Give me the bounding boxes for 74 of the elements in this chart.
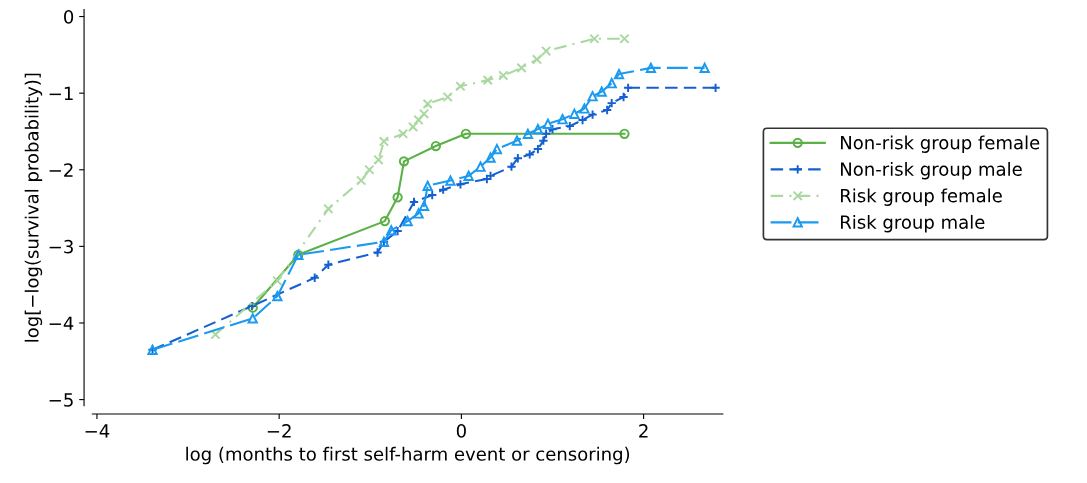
point — [422, 98, 433, 110]
point — [619, 128, 630, 139]
point — [413, 208, 424, 219]
point — [463, 170, 474, 182]
point — [542, 118, 554, 129]
point — [522, 128, 534, 139]
point — [323, 259, 334, 270]
point — [272, 291, 283, 302]
point — [398, 156, 410, 167]
x-tick-label: 0 — [456, 424, 466, 438]
point — [619, 33, 630, 44]
x-tick-label: 2 — [639, 424, 648, 438]
point — [402, 215, 413, 227]
point — [379, 215, 390, 227]
y-tick-label: −2 — [49, 163, 73, 177]
point — [613, 68, 625, 80]
point — [516, 62, 527, 74]
point — [272, 275, 283, 286]
point — [524, 149, 535, 160]
point — [356, 175, 367, 186]
y-tick-label: −3 — [49, 239, 73, 254]
point — [378, 136, 390, 147]
legend-label: Non-risk group female — [841, 135, 1040, 153]
point — [618, 91, 629, 103]
x-axis-title: log (months to first self-harm event or censoring) — [186, 446, 630, 465]
point — [386, 225, 397, 236]
point — [392, 192, 403, 203]
x-tick-label: −2 — [267, 424, 291, 438]
point — [247, 313, 258, 324]
point — [485, 152, 496, 163]
point — [491, 143, 503, 155]
legend-label: Non-risk group male — [841, 161, 1022, 180]
point — [511, 135, 523, 146]
point — [455, 81, 466, 92]
point — [323, 203, 334, 214]
point — [540, 45, 552, 57]
x-tick-label: −4 — [85, 424, 110, 438]
point — [460, 128, 472, 139]
point — [587, 91, 598, 102]
point — [596, 86, 607, 97]
point — [531, 54, 543, 65]
point — [710, 82, 721, 93]
point — [455, 179, 466, 190]
y-tick-label: −5 — [49, 393, 73, 407]
point — [210, 329, 221, 340]
point — [587, 109, 598, 120]
point — [498, 70, 509, 81]
legend-label: Risk group male — [841, 214, 985, 233]
y-tick-label: −4 — [49, 316, 74, 330]
point — [645, 62, 657, 74]
point — [364, 164, 375, 175]
point — [373, 154, 384, 165]
y-axis-title: log[−log(survival probability)] — [24, 73, 43, 342]
y-tick-label: 0 — [64, 10, 74, 24]
point — [445, 175, 456, 186]
y-tick-label: −1 — [49, 86, 73, 101]
legend-label: Risk group female — [841, 188, 1002, 206]
point — [475, 161, 486, 172]
point — [418, 108, 430, 119]
point — [430, 140, 441, 152]
point — [482, 75, 493, 86]
point — [413, 114, 424, 126]
point — [589, 33, 600, 44]
point — [579, 103, 590, 114]
point — [397, 128, 409, 139]
point — [418, 200, 430, 211]
point — [699, 62, 710, 74]
point — [557, 114, 568, 125]
point — [422, 180, 433, 191]
point — [407, 121, 419, 133]
point — [577, 114, 588, 126]
point — [606, 78, 617, 89]
point — [442, 91, 453, 103]
point — [569, 108, 580, 119]
